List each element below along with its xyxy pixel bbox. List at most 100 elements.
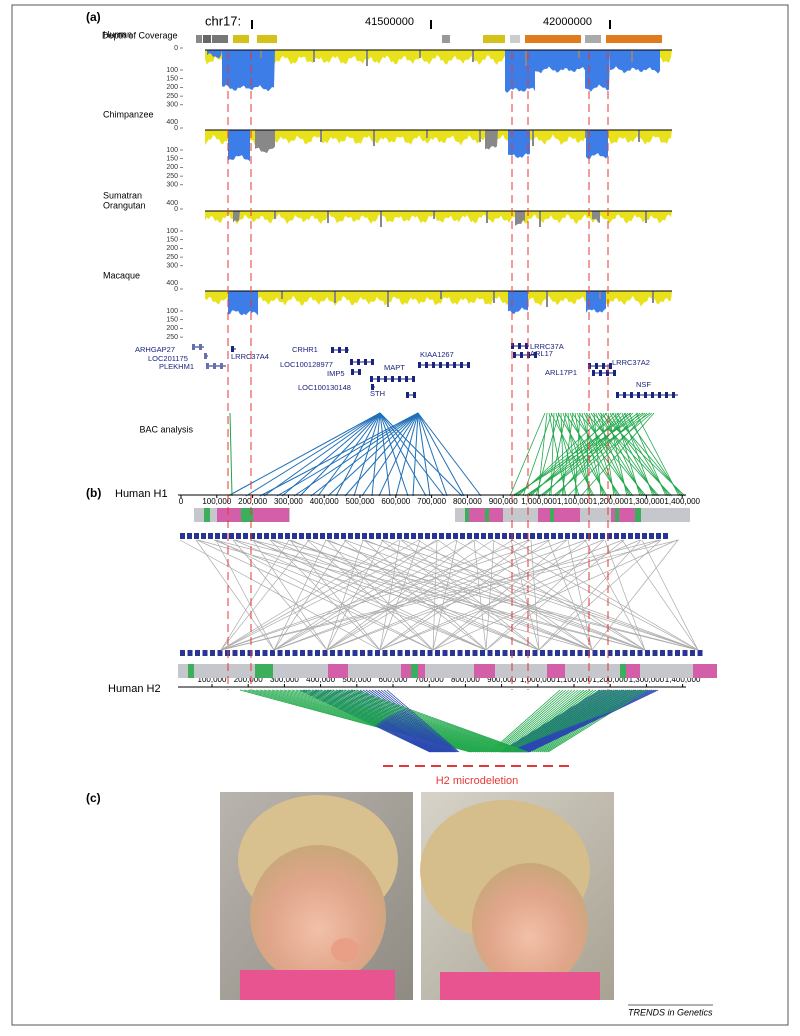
blue-dash xyxy=(382,650,388,656)
gene-label: LRRC37A xyxy=(530,342,564,351)
bac-line xyxy=(580,412,655,497)
alignment-line xyxy=(343,539,487,651)
h2-fan xyxy=(535,689,630,753)
bac-line xyxy=(263,412,381,497)
blue-dash xyxy=(369,533,374,539)
h2-fan xyxy=(545,689,645,753)
blue-dash xyxy=(202,650,208,656)
deletion-label: H2 microdeletion xyxy=(436,775,519,787)
gene-label: IMP5 xyxy=(327,369,345,378)
coverage-block xyxy=(442,35,450,43)
scale-label: 250 xyxy=(166,173,178,180)
coverage-spike xyxy=(638,130,640,142)
coverage-spike xyxy=(320,130,322,142)
gene-exon xyxy=(453,362,456,368)
h2-fan xyxy=(526,689,655,753)
coverage-spike xyxy=(419,50,421,58)
gene-exon xyxy=(192,344,195,350)
axis-label: 800,000 xyxy=(453,497,482,506)
alignment-line xyxy=(641,539,699,651)
gene-exon xyxy=(606,370,609,376)
blue-dash xyxy=(523,533,528,539)
coverage-block xyxy=(585,35,601,43)
bac-label: BAC analysis xyxy=(139,424,193,434)
axis-label: 900,000 xyxy=(487,675,516,684)
h2-fan xyxy=(255,689,479,753)
scale-label: 300 xyxy=(166,102,178,109)
axis-label: 800,000 xyxy=(451,675,480,684)
segment-pink xyxy=(474,664,488,678)
h2-fan xyxy=(537,689,633,753)
segment-pink xyxy=(255,664,273,678)
alignment-line xyxy=(380,539,540,651)
h2-fan xyxy=(283,689,493,753)
gene-exon xyxy=(418,362,421,368)
gene-label: LOC100128977 xyxy=(280,360,333,369)
scale-label: 200 xyxy=(166,245,178,252)
blue-dash xyxy=(375,650,380,656)
alignment-line xyxy=(454,539,646,651)
h2-fan xyxy=(335,689,443,753)
axis-label: 1,300,000 xyxy=(629,497,665,506)
bac-line xyxy=(417,412,448,497)
scale-label: 300 xyxy=(166,182,178,189)
bac-line xyxy=(585,412,660,497)
credit: TRENDS in Genetics xyxy=(628,1007,713,1017)
alignment-line xyxy=(306,539,434,651)
alignment-line xyxy=(473,539,487,651)
alignment-line xyxy=(621,539,699,651)
blue-dash xyxy=(615,650,620,656)
bac-line xyxy=(371,412,381,497)
alignment-line xyxy=(252,539,328,651)
axis-label: 1,400,000 xyxy=(664,497,700,506)
alignment-line xyxy=(567,539,593,651)
alignment-line xyxy=(220,539,530,651)
coverage-dip xyxy=(508,291,528,315)
alignment-line xyxy=(273,539,437,651)
blue-dash xyxy=(330,650,335,656)
scale-label: 250 xyxy=(166,254,178,261)
blue-dash xyxy=(652,650,658,656)
scale-label: 300 xyxy=(166,263,178,270)
coverage-spike xyxy=(327,211,329,223)
blue-dash xyxy=(547,650,553,656)
coverage-block xyxy=(510,35,520,43)
gene-label: CRHR1 xyxy=(292,345,318,354)
gene-exon xyxy=(672,392,675,398)
bac-line xyxy=(361,412,419,497)
blue-dash xyxy=(607,533,612,539)
blue-dash xyxy=(577,650,583,656)
h2-fan xyxy=(547,689,648,753)
blue-dash xyxy=(551,533,556,539)
axis-label: 1,300,000 xyxy=(629,675,665,684)
alignment-line xyxy=(324,539,646,651)
bac-line xyxy=(378,412,419,497)
position-tick xyxy=(251,20,253,29)
blue-dash xyxy=(637,650,643,656)
blue-dash xyxy=(307,650,313,656)
alignment-line xyxy=(269,539,381,651)
coverage-fill xyxy=(205,211,672,225)
coverage-dip xyxy=(228,130,250,162)
gene-exon xyxy=(644,392,647,398)
segment-pink xyxy=(204,508,210,522)
segment-pink xyxy=(217,508,227,522)
blue-dash xyxy=(194,533,199,539)
blue-dash xyxy=(187,650,193,656)
coverage-spike xyxy=(493,291,495,303)
blue-dash xyxy=(480,650,485,656)
gene-exon xyxy=(371,359,374,365)
coverage-spike xyxy=(281,291,283,299)
bac-line xyxy=(344,412,419,497)
segment-pink xyxy=(188,664,194,678)
axis-label: 400,000 xyxy=(310,497,339,506)
gene-label: LRRC37A4 xyxy=(231,352,269,361)
blue-dash xyxy=(495,533,500,539)
blue-dash xyxy=(628,533,633,539)
h2-fan xyxy=(335,689,519,753)
alignment-line xyxy=(232,539,328,651)
alignment-line xyxy=(287,539,593,651)
bac-line xyxy=(229,412,233,497)
alignment-line xyxy=(220,539,310,651)
h2-fan xyxy=(326,689,440,753)
